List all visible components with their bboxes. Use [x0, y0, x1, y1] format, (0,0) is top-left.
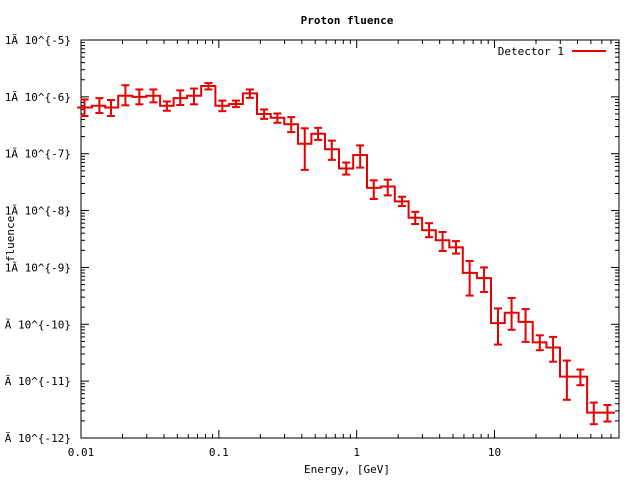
y-tick-label: 1Ã 10^{-5}: [5, 34, 71, 47]
y-tick-label: 1Ã 10^{-6}: [5, 91, 71, 104]
x-axis-label: Energy, [GeV]: [304, 463, 390, 476]
error-bar: [451, 240, 460, 255]
error-bar: [245, 88, 254, 99]
error-bar: [231, 99, 240, 109]
error-bar: [465, 259, 474, 297]
error-bar: [260, 108, 269, 120]
error-bar: [507, 296, 516, 331]
error-bar: [576, 368, 585, 387]
error-bar: [521, 308, 530, 343]
error-bar: [425, 222, 434, 239]
series-layer: [77, 82, 615, 426]
error-bar: [383, 178, 392, 197]
y-tick-label: 1Ã 10^{-7}: [5, 148, 71, 161]
y-tick-label: 1Ã 10^{-8}: [5, 205, 71, 218]
error-bar: [162, 100, 171, 112]
y-tick-label: Ã 10^{-10}: [5, 318, 71, 331]
x-tick-label: 10: [488, 446, 501, 459]
error-bar: [218, 99, 227, 113]
error-bar: [494, 307, 503, 346]
y-axis: 1Ã 10^{-5} 1Ã 10^{-6} 1Ã 10^{-7} 1Ã 10^{-8}…: [5, 34, 619, 445]
error-bar: [300, 127, 309, 171]
error-bar: [397, 195, 406, 208]
series-line-detector-1: [77, 85, 615, 414]
y-tick-label: Ã 10^{-12}: [5, 432, 71, 445]
error-bar: [411, 210, 420, 226]
x-tick-label: 0.1: [209, 446, 229, 459]
error-bar: [287, 116, 296, 134]
error-bar: [438, 230, 447, 252]
error-bar: [603, 404, 612, 423]
error-bar: [95, 97, 104, 115]
y-tick-label: 1Ã 10^{-9}: [5, 261, 71, 274]
error-bar: [106, 99, 115, 118]
error-bar: [562, 359, 571, 401]
error-bar: [589, 401, 598, 426]
error-bar: [135, 88, 144, 106]
error-bar: [549, 335, 558, 363]
error-bar: [149, 88, 158, 104]
error-bar: [342, 161, 351, 176]
chart-title: Proton fluence: [301, 14, 394, 27]
error-bar: [204, 82, 213, 91]
plot-frame: [80, 39, 620, 439]
error-bar: [80, 98, 89, 118]
legend: Detector 1: [498, 45, 606, 58]
error-bar: [314, 126, 323, 141]
y-tick-label: Ã 10^{-11}: [5, 375, 71, 388]
error-bar: [535, 334, 544, 352]
error-bar: [327, 139, 336, 161]
x-tick-label: 0.01: [68, 446, 95, 459]
error-bar: [176, 89, 185, 106]
legend-label-detector-1: Detector 1: [498, 45, 564, 58]
x-tick-label: 1: [353, 446, 360, 459]
error-bar: [273, 112, 282, 124]
y-axis-label: fluence: [4, 216, 17, 262]
error-bar: [189, 87, 198, 106]
x-axis: 0.01 0.1 1 10: [68, 40, 620, 459]
error-bar: [480, 266, 489, 293]
error-bar: [369, 179, 378, 200]
error-bar: [121, 84, 130, 107]
error-bar: [356, 144, 365, 169]
